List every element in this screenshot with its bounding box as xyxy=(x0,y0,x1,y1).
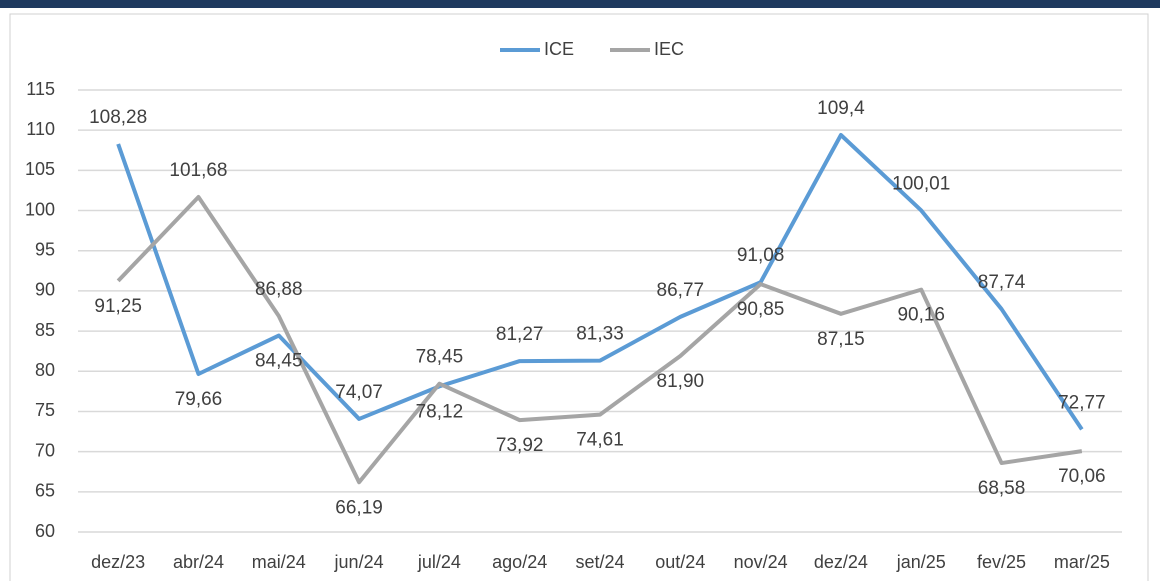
y-tick-label: 65 xyxy=(35,481,55,501)
data-label: 87,74 xyxy=(978,272,1026,293)
series-line xyxy=(116,133,1084,431)
data-label: 81,27 xyxy=(496,324,544,345)
legend-label: IEC xyxy=(654,39,684,59)
x-tick-label: mai/24 xyxy=(252,552,306,572)
data-label: 70,06 xyxy=(1058,466,1106,487)
y-tick-label: 70 xyxy=(35,440,55,460)
data-label: 87,15 xyxy=(817,329,865,350)
data-label: 74,61 xyxy=(576,430,624,451)
data-label: 91,25 xyxy=(94,296,142,317)
data-label: 108,28 xyxy=(89,107,147,128)
data-label: 79,66 xyxy=(175,389,223,410)
x-tick-label: ago/24 xyxy=(492,552,547,572)
x-tick-label: jun/24 xyxy=(334,552,384,572)
data-label: 68,58 xyxy=(978,478,1026,499)
data-label: 78,45 xyxy=(416,347,464,368)
y-tick-label: 100 xyxy=(25,199,55,219)
y-tick-label: 95 xyxy=(35,239,55,259)
data-label: 72,77 xyxy=(1058,392,1106,413)
x-tick-label: dez/24 xyxy=(814,552,868,572)
data-label: 90,85 xyxy=(737,299,785,320)
top-bar xyxy=(0,0,1160,8)
data-label: 73,92 xyxy=(496,435,544,456)
x-tick-label: out/24 xyxy=(655,552,705,572)
x-tick-label: mar/25 xyxy=(1054,552,1110,572)
data-label: 86,77 xyxy=(657,280,705,301)
data-label: 78,12 xyxy=(416,401,464,422)
y-tick-label: 110 xyxy=(26,119,55,139)
y-tick-label: 80 xyxy=(35,360,55,380)
data-label: 90,16 xyxy=(897,305,945,326)
x-tick-label: nov/24 xyxy=(734,552,788,572)
y-tick-label: 115 xyxy=(26,79,55,99)
data-label: 66,19 xyxy=(335,497,383,518)
y-tick-label: 85 xyxy=(35,320,55,340)
y-tick-label: 105 xyxy=(25,159,55,179)
data-label: 101,68 xyxy=(169,160,227,181)
legend-label: ICE xyxy=(544,39,574,59)
data-label: 81,33 xyxy=(576,324,624,345)
x-tick-label: fev/25 xyxy=(977,552,1026,572)
x-tick-label: set/24 xyxy=(575,552,624,572)
data-label: 100,01 xyxy=(892,173,950,194)
y-tick-label: 90 xyxy=(35,280,55,300)
x-tick-label: abr/24 xyxy=(173,552,224,572)
x-tick-label: jul/24 xyxy=(417,552,461,572)
y-tick-label: 75 xyxy=(35,400,55,420)
data-label: 91,08 xyxy=(737,245,785,266)
x-tick-label: dez/23 xyxy=(91,552,145,572)
x-tick-label: jan/25 xyxy=(896,552,946,572)
data-label: 81,90 xyxy=(657,371,705,392)
data-label: 86,88 xyxy=(255,279,303,300)
chart-panel xyxy=(9,13,1149,581)
data-label: 74,07 xyxy=(335,382,383,403)
series-line xyxy=(116,195,1083,485)
y-tick-label: 60 xyxy=(35,521,55,541)
data-label: 109,4 xyxy=(817,98,865,119)
data-label: 84,45 xyxy=(255,351,303,372)
